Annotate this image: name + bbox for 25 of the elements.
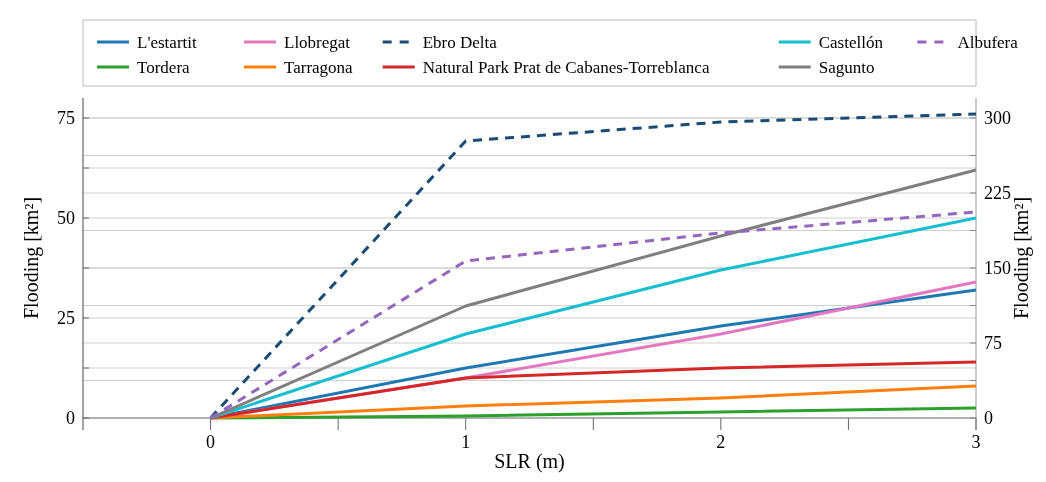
y-tick-label: 0 [66,408,75,428]
y2-tick-label: 300 [984,108,1011,128]
x-tick-label: 0 [206,432,216,452]
y2-tick-label: 0 [984,408,993,428]
legend-label: Natural Park Prat de Cabanes-Torreblanca [422,58,710,77]
y-tick-label: 75 [57,108,75,128]
x-tick-label: 3 [971,432,981,452]
y2-tick-label: 150 [984,258,1011,278]
legend-label: L'estartit [137,33,197,52]
legend-label: Ebro Delta [422,33,498,52]
legend-label: Tordera [137,58,191,77]
y2-tick-label: 75 [984,333,1002,353]
x-tick-label: 2 [716,432,726,452]
y-axis-title: Flooding [km²] [20,196,43,320]
legend-label: Albufera [957,33,1019,52]
x-tick-label: 1 [461,432,471,452]
legend-label: Tarragona [284,58,354,77]
x-axis-title: SLR (m) [494,450,565,473]
legend-label: Llobregat [284,33,351,52]
y-tick-label: 50 [57,208,75,228]
y-tick-label: 25 [57,308,75,328]
legend-label: Sagunto [818,58,875,77]
y2-axis-title: Flooding [km²] [1010,196,1033,320]
y2-tick-label: 225 [984,183,1011,203]
legend-label: Castellón [818,33,884,52]
